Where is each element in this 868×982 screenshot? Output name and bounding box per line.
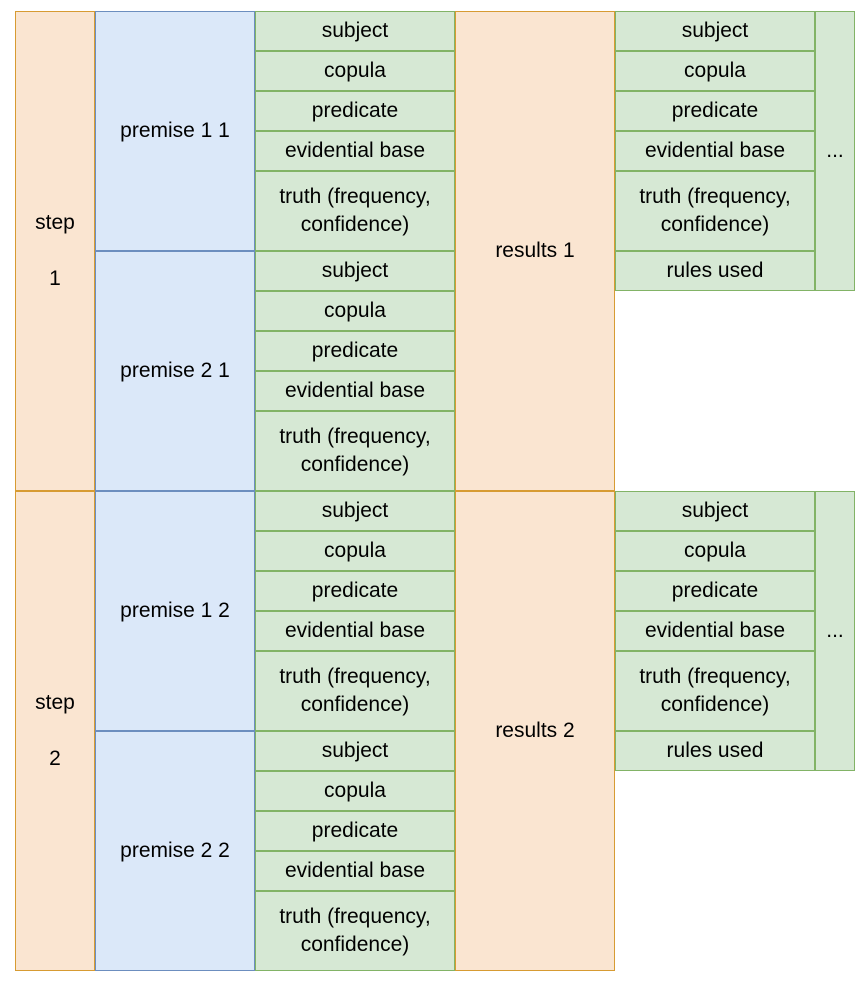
premise-field-subject: subject [255, 251, 455, 291]
premise-2-step-1: premise 2 1 [95, 251, 255, 491]
step-2-box: step 2 [15, 491, 95, 971]
premise-field-evidential-base: evidential base [255, 131, 455, 171]
result-field-copula: copula [615, 51, 815, 91]
premise-field-predicate: predicate [255, 571, 455, 611]
premise-field-subject: subject [255, 11, 455, 51]
result-field-rules-used: rules used [615, 731, 815, 771]
result-field-evidential-base: evidential base [615, 611, 815, 651]
results-1-box: results 1 [455, 11, 615, 491]
premise-2-step-2: premise 2 2 [95, 731, 255, 971]
premise-field-truth-frequency-confidence: truth (frequency, confidence) [255, 411, 455, 491]
more-results-ellipsis: ... [815, 11, 855, 291]
premise-field-predicate: predicate [255, 331, 455, 371]
results-2-box: results 2 [455, 491, 615, 971]
result-field-evidential-base: evidential base [615, 131, 815, 171]
step-label: step [35, 691, 75, 714]
more-results-ellipsis: ... [815, 491, 855, 771]
premise-field-evidential-base: evidential base [255, 611, 455, 651]
premise-field-truth-frequency-confidence: truth (frequency, confidence) [255, 171, 455, 251]
result-field-truth-frequency-confidence: truth (frequency, confidence) [615, 171, 815, 251]
step-number: 2 [49, 747, 61, 770]
premise-field-copula: copula [255, 291, 455, 331]
premise-1-step-2: premise 1 2 [95, 491, 255, 731]
premise-field-evidential-base: evidential base [255, 371, 455, 411]
premise-field-predicate: predicate [255, 91, 455, 131]
result-field-truth-frequency-confidence: truth (frequency, confidence) [615, 651, 815, 731]
result-field-subject: subject [615, 491, 815, 531]
result-field-copula: copula [615, 531, 815, 571]
premise-field-predicate: predicate [255, 811, 455, 851]
premise-field-copula: copula [255, 531, 455, 571]
premise-1-step-1: premise 1 1 [95, 11, 255, 251]
premise-field-copula: copula [255, 771, 455, 811]
step-label: step [35, 211, 75, 234]
premise-field-evidential-base: evidential base [255, 851, 455, 891]
step-1-box: step 1 [15, 11, 95, 491]
step-number: 1 [49, 267, 61, 290]
premise-field-subject: subject [255, 491, 455, 531]
result-field-subject: subject [615, 11, 815, 51]
result-field-predicate: predicate [615, 571, 815, 611]
result-field-predicate: predicate [615, 91, 815, 131]
premise-field-truth-frequency-confidence: truth (frequency, confidence) [255, 891, 455, 971]
premise-field-subject: subject [255, 731, 455, 771]
premise-field-truth-frequency-confidence: truth (frequency, confidence) [255, 651, 455, 731]
premise-field-copula: copula [255, 51, 455, 91]
result-field-rules-used: rules used [615, 251, 815, 291]
